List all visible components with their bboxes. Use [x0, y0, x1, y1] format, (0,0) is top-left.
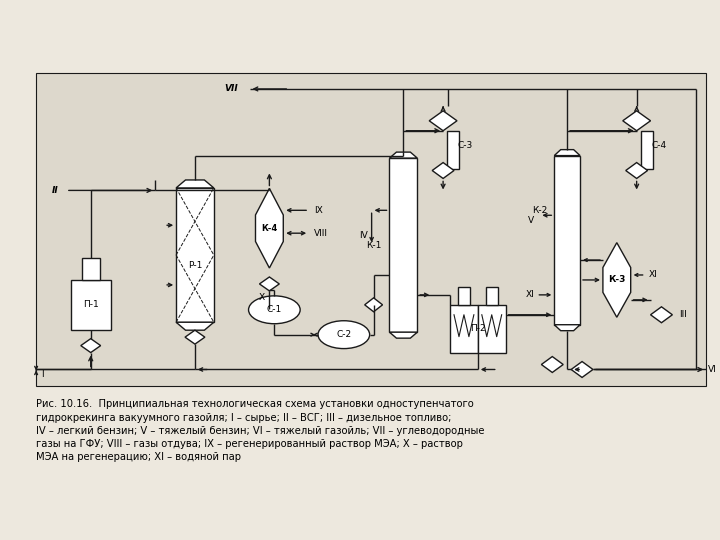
Text: Р-1: Р-1 [188, 260, 202, 269]
Polygon shape [429, 111, 457, 131]
Bar [554, 156, 580, 325]
Polygon shape [651, 307, 672, 323]
Polygon shape [81, 339, 101, 353]
Text: К-1: К-1 [366, 241, 382, 249]
Polygon shape [256, 188, 283, 268]
Text: VIII: VIII [314, 229, 328, 238]
Polygon shape [554, 150, 580, 156]
Text: I: I [41, 370, 44, 379]
Bar [486, 287, 498, 305]
Text: VI: VI [708, 365, 717, 374]
Polygon shape [432, 163, 454, 179]
Text: П-2: П-2 [470, 324, 486, 333]
Text: П-1: П-1 [83, 300, 99, 309]
Text: С-2: С-2 [336, 330, 351, 339]
Text: V: V [528, 216, 534, 225]
Ellipse shape [248, 296, 300, 323]
Bar [36, 73, 706, 387]
Bar [176, 188, 214, 322]
Text: С-3: С-3 [458, 141, 473, 150]
Text: XI: XI [649, 271, 657, 280]
Polygon shape [176, 322, 214, 330]
Polygon shape [571, 361, 593, 377]
Polygon shape [185, 330, 205, 344]
Polygon shape [541, 356, 563, 373]
Bar [82, 258, 99, 280]
Bar [478, 305, 505, 353]
Ellipse shape [318, 321, 369, 349]
Text: IX: IX [314, 206, 323, 215]
Bar [390, 158, 418, 332]
Polygon shape [626, 163, 647, 179]
Text: III: III [680, 310, 687, 319]
Bar [641, 131, 652, 168]
Text: IV: IV [359, 231, 368, 240]
Text: К-4: К-4 [261, 224, 277, 233]
Text: К-3: К-3 [608, 275, 626, 285]
Polygon shape [623, 111, 651, 131]
Text: XI: XI [526, 291, 534, 299]
Text: С-1: С-1 [266, 305, 282, 314]
Text: X: X [258, 293, 264, 302]
Text: Рис. 10.16.  Принципиальная технологическая схема установки одноступенчатого
гид: Рис. 10.16. Принципиальная технологическ… [36, 400, 485, 462]
Bar [71, 280, 111, 330]
Text: VII: VII [224, 84, 238, 93]
Polygon shape [365, 298, 382, 312]
Polygon shape [390, 152, 418, 158]
Polygon shape [176, 180, 214, 188]
Bar [458, 287, 470, 305]
Polygon shape [390, 332, 418, 338]
Bar [447, 131, 459, 168]
Polygon shape [259, 277, 279, 291]
Text: С-4: С-4 [652, 141, 667, 150]
Polygon shape [603, 242, 631, 318]
Polygon shape [554, 325, 580, 330]
Text: К-2: К-2 [532, 206, 547, 215]
Text: II: II [53, 186, 59, 195]
Bar [450, 305, 478, 353]
